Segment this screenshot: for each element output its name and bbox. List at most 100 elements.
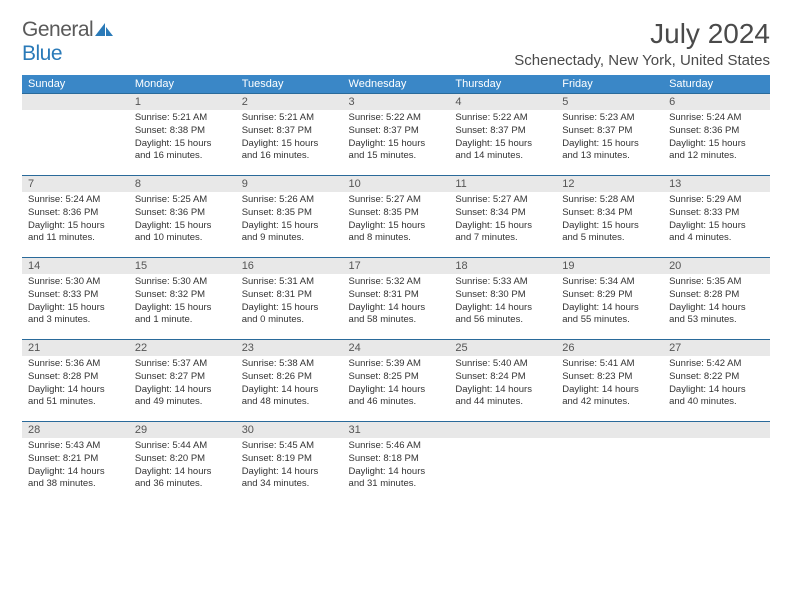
- day-line-sr: Sunrise: 5:43 AM: [28, 440, 123, 453]
- day-number: 31: [343, 421, 450, 438]
- day-line-d1: Daylight: 15 hours: [669, 220, 764, 233]
- title-block: July 2024 Schenectady, New York, United …: [514, 18, 770, 69]
- calendar-cell: 20Sunrise: 5:35 AMSunset: 8:28 PMDayligh…: [663, 257, 770, 339]
- day-number: 10: [343, 175, 450, 192]
- day-line-d2: and 0 minutes.: [242, 314, 337, 327]
- day-line-ss: Sunset: 8:36 PM: [28, 207, 123, 220]
- day-line-d1: Daylight: 15 hours: [135, 220, 230, 233]
- calendar-week: 7Sunrise: 5:24 AMSunset: 8:36 PMDaylight…: [22, 175, 770, 257]
- day-line-d2: and 13 minutes.: [562, 150, 657, 163]
- day-line-sr: Sunrise: 5:23 AM: [562, 112, 657, 125]
- day-line-d2: and 51 minutes.: [28, 396, 123, 409]
- calendar-body: 1Sunrise: 5:21 AMSunset: 8:38 PMDaylight…: [22, 93, 770, 503]
- day-number: 5: [556, 93, 663, 110]
- day-line-d2: and 44 minutes.: [455, 396, 550, 409]
- day-line-d1: Daylight: 15 hours: [242, 220, 337, 233]
- calendar-cell: 21Sunrise: 5:36 AMSunset: 8:28 PMDayligh…: [22, 339, 129, 421]
- day-line-d1: Daylight: 15 hours: [242, 302, 337, 315]
- day-number: 3: [343, 93, 450, 110]
- calendar-cell: 4Sunrise: 5:22 AMSunset: 8:37 PMDaylight…: [449, 93, 556, 175]
- day-line-d2: and 48 minutes.: [242, 396, 337, 409]
- day-header: Wednesday: [343, 75, 450, 93]
- day-line-sr: Sunrise: 5:38 AM: [242, 358, 337, 371]
- calendar-cell: 5Sunrise: 5:23 AMSunset: 8:37 PMDaylight…: [556, 93, 663, 175]
- day-body: Sunrise: 5:41 AMSunset: 8:23 PMDaylight:…: [556, 356, 663, 413]
- location: Schenectady, New York, United States: [514, 52, 770, 69]
- day-line-d2: and 10 minutes.: [135, 232, 230, 245]
- day-line-d2: and 34 minutes.: [242, 478, 337, 491]
- day-line-sr: Sunrise: 5:31 AM: [242, 276, 337, 289]
- day-line-ss: Sunset: 8:38 PM: [135, 125, 230, 138]
- day-line-ss: Sunset: 8:33 PM: [669, 207, 764, 220]
- day-line-sr: Sunrise: 5:22 AM: [455, 112, 550, 125]
- calendar-cell: 24Sunrise: 5:39 AMSunset: 8:25 PMDayligh…: [343, 339, 450, 421]
- day-number: 11: [449, 175, 556, 192]
- day-body: Sunrise: 5:24 AMSunset: 8:36 PMDaylight:…: [22, 192, 129, 249]
- day-line-sr: Sunrise: 5:30 AM: [135, 276, 230, 289]
- day-number: 19: [556, 257, 663, 274]
- calendar-week: 1Sunrise: 5:21 AMSunset: 8:38 PMDaylight…: [22, 93, 770, 175]
- day-line-ss: Sunset: 8:37 PM: [349, 125, 444, 138]
- day-line-d2: and 14 minutes.: [455, 150, 550, 163]
- day-body: Sunrise: 5:23 AMSunset: 8:37 PMDaylight:…: [556, 110, 663, 167]
- day-body: Sunrise: 5:39 AMSunset: 8:25 PMDaylight:…: [343, 356, 450, 413]
- calendar-cell: 12Sunrise: 5:28 AMSunset: 8:34 PMDayligh…: [556, 175, 663, 257]
- calendar-cell: 23Sunrise: 5:38 AMSunset: 8:26 PMDayligh…: [236, 339, 343, 421]
- day-line-ss: Sunset: 8:30 PM: [455, 289, 550, 302]
- day-line-ss: Sunset: 8:22 PM: [669, 371, 764, 384]
- day-number: 22: [129, 339, 236, 356]
- day-line-sr: Sunrise: 5:40 AM: [455, 358, 550, 371]
- calendar-cell: 26Sunrise: 5:41 AMSunset: 8:23 PMDayligh…: [556, 339, 663, 421]
- day-line-d2: and 49 minutes.: [135, 396, 230, 409]
- day-line-ss: Sunset: 8:31 PM: [349, 289, 444, 302]
- month-title: July 2024: [514, 18, 770, 50]
- day-line-sr: Sunrise: 5:35 AM: [669, 276, 764, 289]
- day-line-d2: and 1 minute.: [135, 314, 230, 327]
- day-number: 16: [236, 257, 343, 274]
- day-number: 2: [236, 93, 343, 110]
- day-number-empty: [449, 421, 556, 438]
- day-number: 24: [343, 339, 450, 356]
- day-line-d2: and 38 minutes.: [28, 478, 123, 491]
- day-line-ss: Sunset: 8:37 PM: [455, 125, 550, 138]
- day-line-ss: Sunset: 8:32 PM: [135, 289, 230, 302]
- day-body: Sunrise: 5:45 AMSunset: 8:19 PMDaylight:…: [236, 438, 343, 495]
- calendar-cell: 29Sunrise: 5:44 AMSunset: 8:20 PMDayligh…: [129, 421, 236, 503]
- day-number-empty: [663, 421, 770, 438]
- calendar-cell: 25Sunrise: 5:40 AMSunset: 8:24 PMDayligh…: [449, 339, 556, 421]
- day-line-d2: and 11 minutes.: [28, 232, 123, 245]
- calendar-cell: 22Sunrise: 5:37 AMSunset: 8:27 PMDayligh…: [129, 339, 236, 421]
- day-number: 1: [129, 93, 236, 110]
- day-line-d1: Daylight: 15 hours: [242, 138, 337, 151]
- day-number: 12: [556, 175, 663, 192]
- day-line-ss: Sunset: 8:37 PM: [562, 125, 657, 138]
- day-line-sr: Sunrise: 5:27 AM: [349, 194, 444, 207]
- day-body: Sunrise: 5:32 AMSunset: 8:31 PMDaylight:…: [343, 274, 450, 331]
- day-line-d1: Daylight: 14 hours: [669, 384, 764, 397]
- day-line-d2: and 56 minutes.: [455, 314, 550, 327]
- calendar-cell: [449, 421, 556, 503]
- day-body: Sunrise: 5:22 AMSunset: 8:37 PMDaylight:…: [343, 110, 450, 167]
- day-line-sr: Sunrise: 5:28 AM: [562, 194, 657, 207]
- calendar-cell: 1Sunrise: 5:21 AMSunset: 8:38 PMDaylight…: [129, 93, 236, 175]
- day-body: Sunrise: 5:44 AMSunset: 8:20 PMDaylight:…: [129, 438, 236, 495]
- day-line-ss: Sunset: 8:27 PM: [135, 371, 230, 384]
- day-line-sr: Sunrise: 5:22 AM: [349, 112, 444, 125]
- day-line-d2: and 7 minutes.: [455, 232, 550, 245]
- day-header: Monday: [129, 75, 236, 93]
- day-line-d2: and 53 minutes.: [669, 314, 764, 327]
- day-body: Sunrise: 5:31 AMSunset: 8:31 PMDaylight:…: [236, 274, 343, 331]
- calendar-cell: 2Sunrise: 5:21 AMSunset: 8:37 PMDaylight…: [236, 93, 343, 175]
- day-line-d2: and 4 minutes.: [669, 232, 764, 245]
- calendar-cell: 30Sunrise: 5:45 AMSunset: 8:19 PMDayligh…: [236, 421, 343, 503]
- calendar-cell: [22, 93, 129, 175]
- calendar-cell: 19Sunrise: 5:34 AMSunset: 8:29 PMDayligh…: [556, 257, 663, 339]
- day-number: 23: [236, 339, 343, 356]
- day-line-d2: and 58 minutes.: [349, 314, 444, 327]
- day-number: 27: [663, 339, 770, 356]
- day-line-d2: and 31 minutes.: [349, 478, 444, 491]
- day-line-d1: Daylight: 14 hours: [242, 384, 337, 397]
- day-line-ss: Sunset: 8:34 PM: [562, 207, 657, 220]
- day-line-d2: and 8 minutes.: [349, 232, 444, 245]
- day-line-d1: Daylight: 14 hours: [349, 302, 444, 315]
